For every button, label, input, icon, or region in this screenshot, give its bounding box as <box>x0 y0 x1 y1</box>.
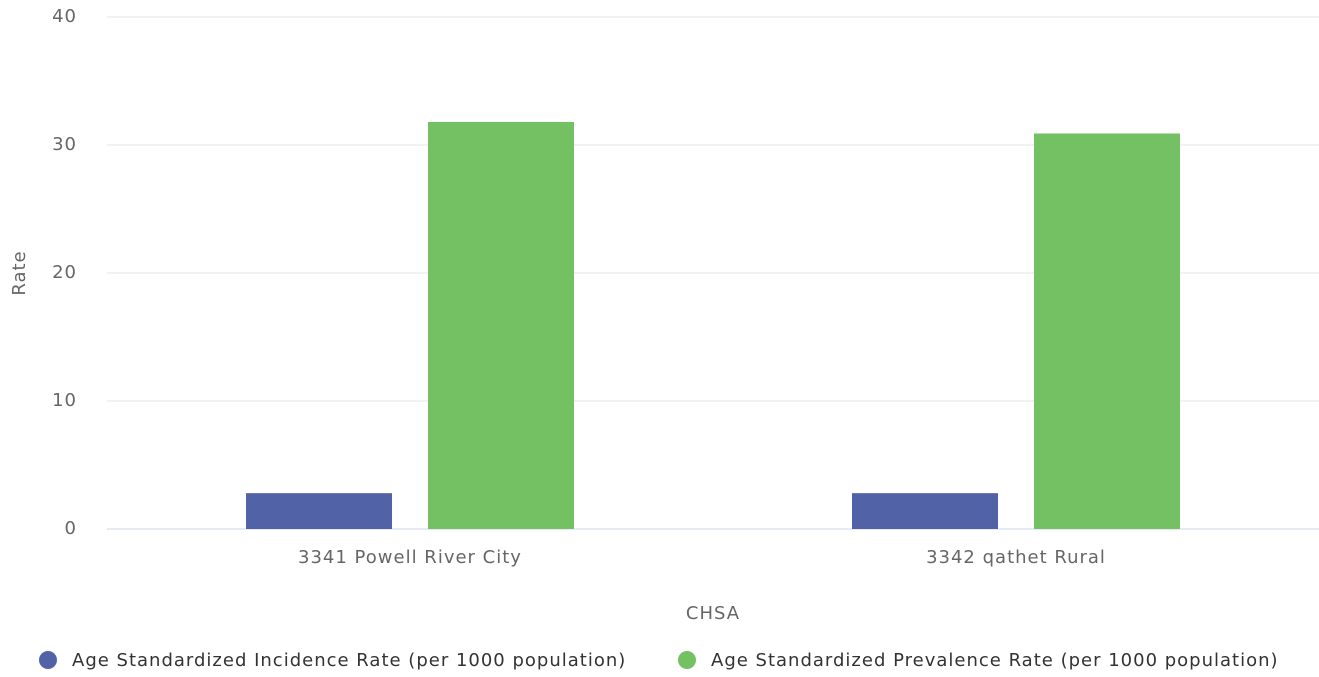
bar <box>428 121 574 530</box>
y-tick-label: 10 <box>52 390 77 411</box>
x-tick-label: 3341 Powell River City <box>298 547 522 568</box>
bar <box>852 493 998 529</box>
y-tick-label: 40 <box>52 6 77 27</box>
bar <box>246 493 392 529</box>
x-tick-label: 3342 qathet Rural <box>926 547 1106 568</box>
legend-label: Age Standardized Prevalence Rate (per 10… <box>711 650 1279 671</box>
bar <box>1034 133 1180 530</box>
x-axis-label: CHSA <box>686 603 740 624</box>
y-tick-label: 30 <box>52 134 77 155</box>
legend-marker <box>39 651 57 669</box>
y-tick-label: 20 <box>52 262 77 283</box>
legend-label: Age Standardized Incidence Rate (per 100… <box>72 650 626 671</box>
y-axis-label: Rate <box>9 250 30 295</box>
legend-marker <box>678 651 696 669</box>
y-tick-label: 0 <box>65 518 77 539</box>
